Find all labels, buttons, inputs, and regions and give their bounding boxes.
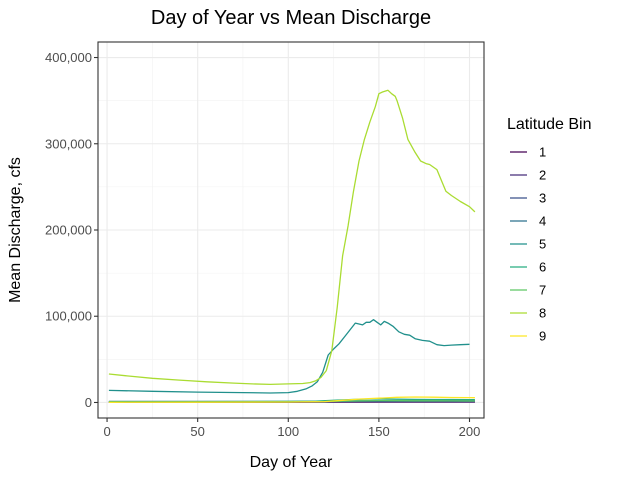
legend-item-2: 2 [510,168,546,183]
x-tick-label: 50 [190,424,204,439]
legend-item-9: 9 [510,329,546,344]
legend-item-1: 1 [510,145,546,160]
legend-label-3: 3 [539,191,546,206]
y-axis-title: Mean Discharge, cfs [7,157,24,303]
legend-label-5: 5 [539,237,546,252]
legend-item-8: 8 [510,306,546,321]
legend-label-4: 4 [539,214,546,229]
legend-label-7: 7 [539,283,546,298]
legend-label-2: 2 [539,168,546,183]
series-line-8 [108,89,476,386]
legend-label-9: 9 [539,329,546,344]
series-line-5 [108,319,470,394]
y-tick-label: 100,000 [45,309,92,324]
legend: Latitude Bin 1 2 3 4 5 6 7 8 9 [507,116,592,344]
plot-panel [97,41,485,419]
legend-item-6: 6 [510,260,546,275]
x-axis-title: Day of Year [250,454,333,471]
legend-label-8: 8 [539,306,546,321]
x-tick-label: 100 [277,424,299,439]
series-line-9 [108,396,475,403]
legend-title: Latitude Bin [507,116,592,133]
x-tick-label: 0 [103,424,110,439]
x-tick-label: 150 [368,424,390,439]
x-axis: 0 50 100 150 200 [103,418,480,439]
x-tick-label: 200 [459,424,481,439]
chart-title: Day of Year vs Mean Discharge [151,7,431,29]
y-tick-label: 0 [85,395,92,410]
legend-item-3: 3 [510,191,546,206]
legend-item-5: 5 [510,237,546,252]
y-tick-label: 200,000 [45,223,92,238]
y-tick-label: 300,000 [45,136,92,151]
legend-label-6: 6 [539,260,546,275]
legend-item-4: 4 [510,214,546,229]
y-axis: 0 100,000 200,000 300,000 400,000 [45,50,98,410]
legend-item-7: 7 [510,283,546,298]
y-tick-label: 400,000 [45,50,92,65]
legend-label-1: 1 [539,145,546,160]
